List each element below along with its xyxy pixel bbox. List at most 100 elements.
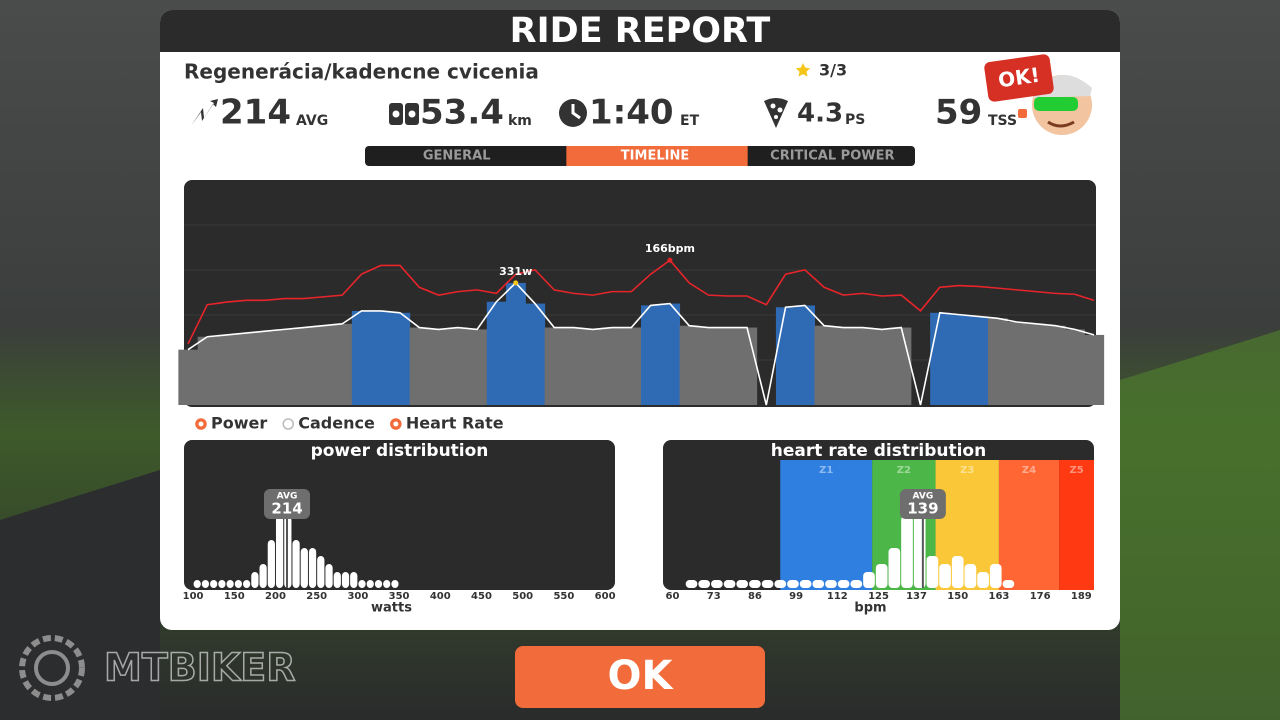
- stat-unit: km: [508, 113, 532, 129]
- histogram-bar: [685, 580, 698, 588]
- stat-unit: PS: [845, 112, 865, 128]
- x-tick-label: 176: [1030, 591, 1051, 602]
- histogram-bar: [383, 580, 391, 588]
- histogram-bar: [391, 580, 399, 588]
- tss-info[interactable]: [1018, 109, 1027, 118]
- power-area: [1084, 334, 1105, 405]
- histogram-bar: [774, 580, 787, 588]
- histogram-bar: [901, 516, 913, 588]
- tab-active: [566, 146, 748, 166]
- x-tick-label: 73: [707, 591, 721, 602]
- histogram-bar: [812, 580, 825, 588]
- power-area: [1045, 325, 1066, 405]
- power-area: [1065, 329, 1085, 405]
- hr-zone: [1059, 460, 1094, 590]
- ok-button-label[interactable]: OK: [608, 653, 675, 699]
- ride-name: Regenerácia/kadencne cvicenia: [184, 60, 539, 84]
- x-tick-label: 137: [906, 591, 927, 602]
- power-area: [216, 334, 237, 405]
- timeline-plot: 331w 166bpm: [178, 224, 1105, 406]
- power-area: [371, 310, 391, 405]
- legend-toggle[interactable]: [282, 418, 294, 430]
- avg-label: AVG: [913, 492, 934, 502]
- histogram-bar: [863, 572, 875, 588]
- histogram-bar: [251, 572, 259, 588]
- ok-button[interactable]: [515, 646, 765, 708]
- power-area: [563, 327, 584, 405]
- x-tick-label: 550: [553, 591, 574, 602]
- pizza-icon: [764, 98, 788, 128]
- power-area: [409, 327, 430, 405]
- power-area: [795, 305, 815, 405]
- hr-zone: [780, 460, 873, 590]
- header-bar: [160, 10, 1120, 52]
- histogram-bar: [951, 556, 964, 588]
- zone-label: Z4: [1022, 465, 1036, 476]
- power-area: [602, 327, 623, 405]
- power-area: [274, 329, 295, 405]
- report-title: RIDE REPORT: [510, 11, 771, 51]
- power-area: [467, 329, 488, 405]
- histogram-bar: [226, 580, 234, 588]
- zone-label: Z2: [897, 465, 911, 476]
- x-tick-label: 400: [430, 591, 451, 602]
- power-icon: [191, 99, 218, 126]
- annotation-marker: [667, 257, 673, 263]
- power-area: [987, 318, 1008, 405]
- tabs: GENERAL TIMELINE CRITICAL POWER: [423, 146, 894, 166]
- histogram-bar: [218, 580, 226, 588]
- histogram-bar: [341, 572, 350, 588]
- stat-value: 4.3: [797, 99, 843, 129]
- hr-zone: [998, 460, 1060, 590]
- histogram-bar: [736, 580, 749, 588]
- power-area: [525, 303, 546, 405]
- power-area: [641, 305, 661, 405]
- x-tick-label: 112: [827, 591, 848, 602]
- x-tick-label: 300: [347, 591, 368, 602]
- power-area: [1007, 322, 1028, 405]
- power-area: [583, 329, 603, 405]
- watermark: MTBIKER: [104, 646, 296, 690]
- histogram-bar: [964, 564, 977, 588]
- ok-badge-text: OK!: [997, 63, 1042, 93]
- histogram-bar: [787, 580, 799, 588]
- x-tick-label: 163: [988, 591, 1009, 602]
- annotation-marker: [513, 280, 519, 286]
- histogram-bar: [723, 580, 736, 588]
- x-tick-label: 150: [224, 591, 245, 602]
- histogram-bar: [210, 580, 218, 588]
- power-area: [698, 327, 719, 405]
- power-area: [872, 329, 893, 405]
- zone-label: Z1: [819, 465, 833, 476]
- histogram-bar: [989, 564, 1002, 588]
- stars: 3/3: [819, 61, 847, 80]
- power-area: [833, 327, 854, 405]
- watermark-logo: [19, 635, 85, 701]
- power-area: [294, 327, 314, 405]
- tab-label[interactable]: TIMELINE: [621, 149, 689, 164]
- histogram-bar: [698, 580, 711, 588]
- histogram-bar: [193, 580, 201, 588]
- power-area: [448, 327, 469, 405]
- tab-label[interactable]: CRITICAL POWER: [770, 149, 894, 164]
- legend: Power Cadence Heart Rate: [195, 414, 504, 433]
- ok-badge: [984, 54, 1054, 102]
- power-area: [814, 325, 835, 405]
- annotation: 166bpm: [645, 242, 695, 255]
- time-icon: [559, 99, 587, 127]
- power-area: [390, 312, 411, 405]
- stat-unit: ET: [680, 113, 700, 129]
- histogram-bar: [711, 580, 723, 588]
- power-area: [660, 303, 681, 405]
- x-tick-label: 500: [512, 591, 533, 602]
- histogram-bar: [325, 564, 333, 588]
- histogram-bar: [825, 580, 837, 588]
- tab-label[interactable]: GENERAL: [423, 149, 491, 164]
- histogram-bar: [333, 572, 341, 588]
- histogram-bar: [259, 564, 267, 588]
- stat-value: 1:40: [589, 93, 674, 133]
- annotation: 331w: [499, 265, 532, 278]
- power-area: [255, 331, 276, 405]
